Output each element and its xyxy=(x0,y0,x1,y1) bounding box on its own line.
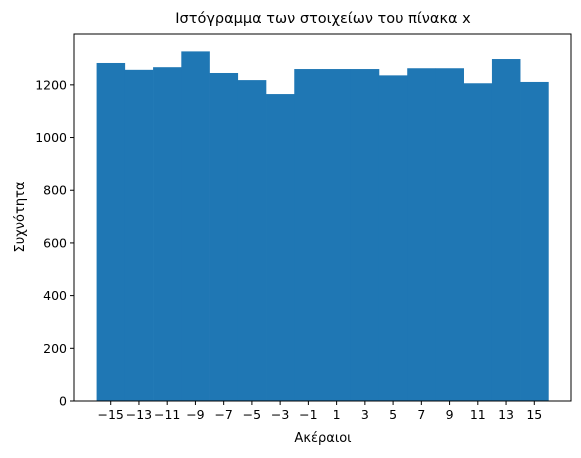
y-tick-label: 600 xyxy=(43,235,67,250)
x-tick-label: −15 xyxy=(98,407,124,422)
histogram-bar xyxy=(294,69,323,402)
histogram-bar xyxy=(435,68,464,401)
x-tick-label: 5 xyxy=(389,407,397,422)
x-tick-label: 13 xyxy=(498,407,514,422)
x-tick-label: −13 xyxy=(126,407,152,422)
y-tick-label: 400 xyxy=(43,288,67,303)
x-tick-label: −7 xyxy=(214,407,232,422)
histogram-bar xyxy=(350,69,380,402)
histogram-bar xyxy=(153,67,182,401)
x-tick-label: −5 xyxy=(243,407,261,422)
plot-frame xyxy=(73,33,572,402)
y-axis-label: Συχνότητα xyxy=(13,182,28,253)
y-tick-label: 1200 xyxy=(35,77,67,92)
chart-title: Ιστόγραμμα των στοιχείων του πίνακα x xyxy=(175,11,471,27)
histogram-bar xyxy=(96,62,126,401)
histogram-bar xyxy=(520,81,549,402)
bars-group xyxy=(96,51,549,402)
histogram-bar xyxy=(378,75,408,401)
x-tick-label: 9 xyxy=(446,407,454,422)
histogram-bar xyxy=(266,94,295,402)
histogram-bar xyxy=(491,59,521,401)
x-tick-label: 7 xyxy=(417,407,425,422)
y-tick-label: 1000 xyxy=(35,130,67,145)
histogram-bar xyxy=(181,51,210,402)
histogram-bar xyxy=(463,83,493,401)
x-tick-label: −9 xyxy=(186,407,204,422)
y-tick-label: 0 xyxy=(59,394,67,409)
x-axis-label: Ακέραιοι xyxy=(294,431,351,446)
y-axis-ticks: 0 200 400 600 800 1000 1200 xyxy=(35,77,74,409)
x-tick-label: 11 xyxy=(470,407,486,422)
histogram-bar xyxy=(237,80,267,401)
x-tick-label: 1 xyxy=(333,407,341,422)
x-tick-label: −11 xyxy=(154,407,180,422)
y-tick-label: 800 xyxy=(43,183,67,198)
histogram-bar xyxy=(124,69,154,402)
x-tick-label: 3 xyxy=(361,407,369,422)
y-tick-label: 200 xyxy=(43,341,67,356)
x-tick-label: 15 xyxy=(526,407,542,422)
histogram-bar xyxy=(407,68,436,401)
histogram-bar xyxy=(209,72,239,402)
x-tick-label: −1 xyxy=(299,407,317,422)
x-axis-ticks: −15 −13 −11 −9 −7 −5 −3 −1 1 3 5 7 9 11 13 15 xyxy=(98,401,542,422)
histogram-bar xyxy=(322,69,352,402)
x-tick-label: −3 xyxy=(271,407,289,422)
